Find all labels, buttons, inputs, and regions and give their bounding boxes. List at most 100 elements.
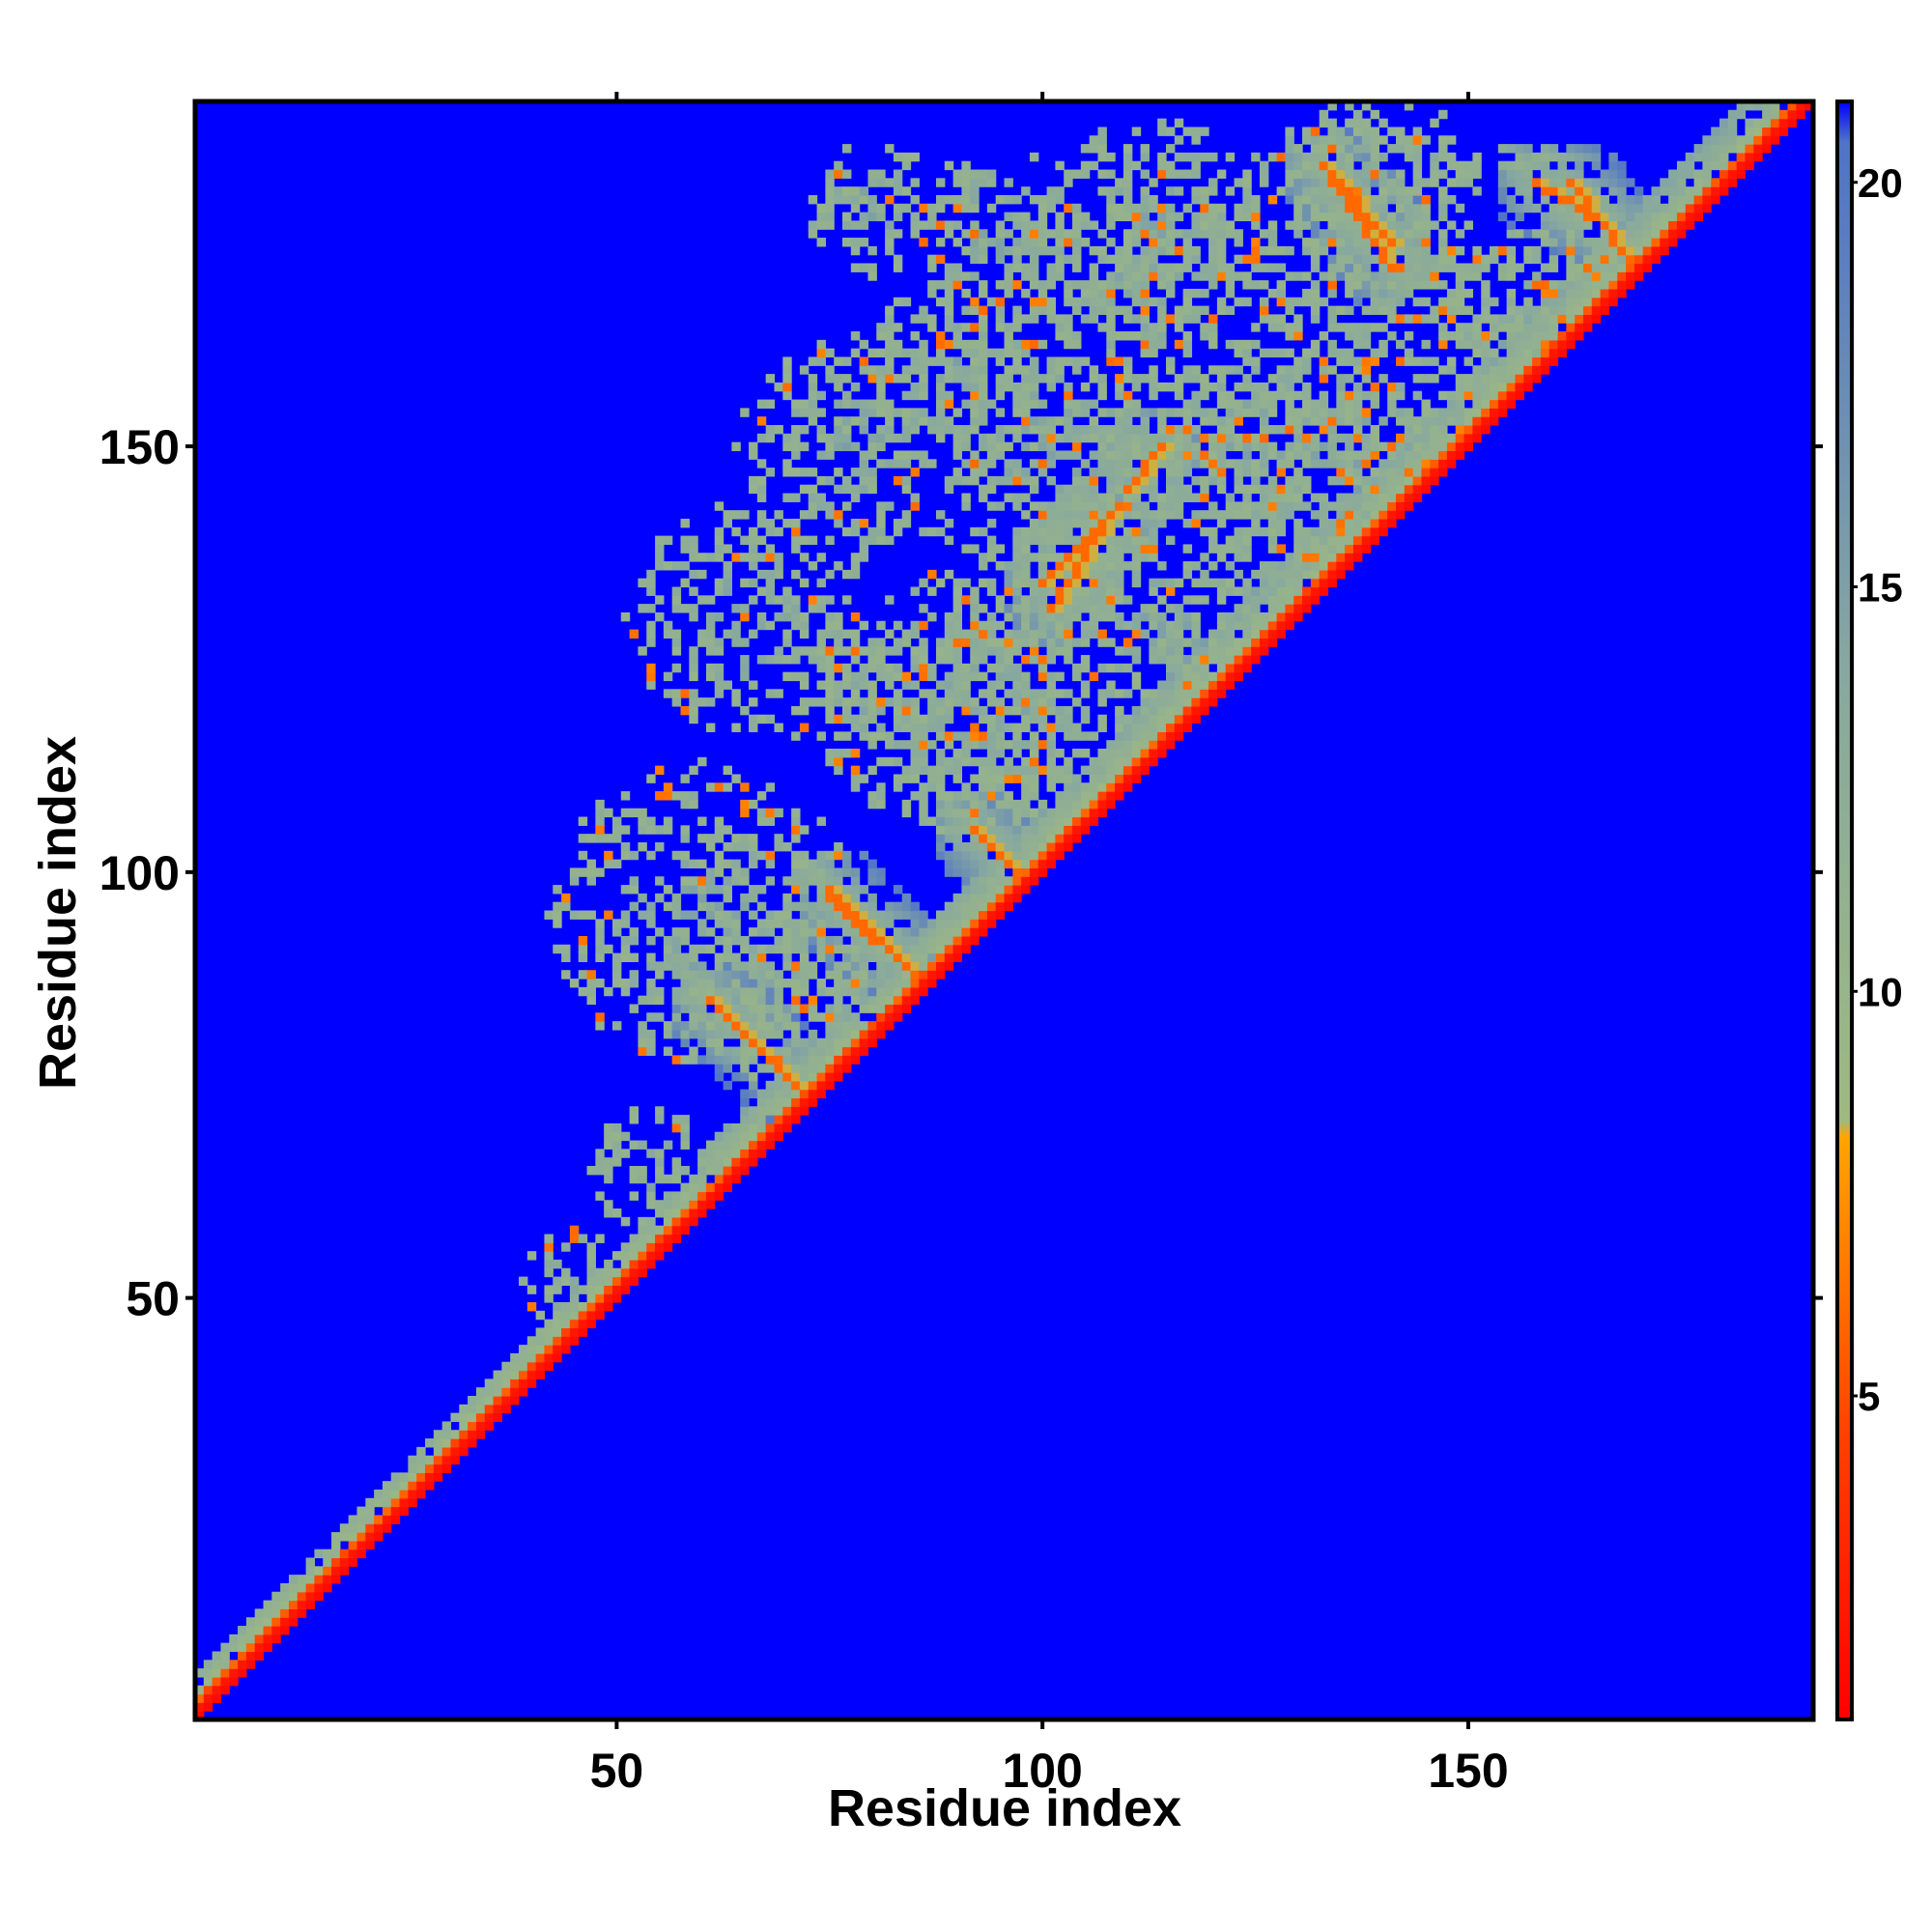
heatmap-cell xyxy=(1191,169,1201,179)
heatmap-cell xyxy=(834,518,843,528)
heatmap-cell xyxy=(834,620,843,631)
heatmap-cell xyxy=(611,825,622,835)
heatmap-cell xyxy=(1327,535,1337,546)
heatmap-cell xyxy=(893,152,903,162)
heatmap-cell xyxy=(1149,535,1158,546)
heatmap-cell xyxy=(1310,160,1321,171)
heatmap-cell xyxy=(740,944,750,954)
heatmap-cell xyxy=(1106,493,1116,502)
heatmap-cell xyxy=(765,1080,776,1091)
heatmap-cell xyxy=(749,578,758,588)
heatmap-cell xyxy=(1072,578,1082,588)
heatmap-cell xyxy=(774,723,783,732)
heatmap-cell xyxy=(756,1021,767,1031)
heatmap-cell xyxy=(1021,595,1031,605)
heatmap-cell xyxy=(620,910,631,920)
heatmap-cell xyxy=(1021,526,1031,537)
heatmap-cell xyxy=(765,1029,776,1039)
heatmap-cell xyxy=(1412,484,1423,495)
heatmap-cell xyxy=(1166,689,1176,698)
heatmap-cell xyxy=(1225,586,1236,596)
heatmap-cell xyxy=(749,484,758,495)
heatmap-cell xyxy=(1037,468,1048,477)
heatmap-cell xyxy=(1004,365,1013,375)
heatmap-cell xyxy=(1115,331,1124,341)
heatmap-cell xyxy=(561,970,571,980)
heatmap-cell xyxy=(1072,169,1082,179)
heatmap-cell xyxy=(765,714,776,724)
heatmap-cell xyxy=(1352,416,1363,426)
heatmap-cell xyxy=(578,970,588,980)
heatmap-cell xyxy=(1012,638,1022,647)
heatmap-cell xyxy=(1012,535,1022,546)
heatmap-cell xyxy=(850,935,861,946)
heatmap-cell xyxy=(663,1242,673,1252)
heatmap-cell xyxy=(680,834,690,843)
heatmap-cell xyxy=(1037,561,1048,571)
heatmap-cell xyxy=(475,1430,486,1439)
heatmap-cell xyxy=(944,697,954,707)
heatmap-cell xyxy=(1481,365,1491,375)
heatmap-cell xyxy=(885,979,895,988)
heatmap-cell xyxy=(970,808,980,818)
heatmap-cell xyxy=(935,510,946,520)
heatmap-cell xyxy=(1055,374,1065,384)
heatmap-cell xyxy=(782,1115,792,1124)
heatmap-cell xyxy=(919,731,928,741)
heatmap-cell xyxy=(979,348,988,358)
heatmap-cell xyxy=(970,382,980,392)
heatmap-cell xyxy=(1446,254,1457,265)
heatmap-cell xyxy=(1310,297,1321,307)
heatmap-cell xyxy=(791,468,801,477)
heatmap-cell xyxy=(1012,834,1022,843)
heatmap-cell xyxy=(919,799,928,810)
heatmap-cell xyxy=(595,979,605,988)
heatmap-cell xyxy=(1021,245,1031,256)
heatmap-cell xyxy=(1378,203,1388,213)
heatmap-cell xyxy=(816,986,826,997)
heatmap-cell xyxy=(1122,365,1133,375)
heatmap-cell xyxy=(1182,595,1193,605)
heatmap-cell xyxy=(1446,356,1457,366)
heatmap-cell xyxy=(1361,194,1372,205)
heatmap-cell xyxy=(1370,510,1379,520)
heatmap-cell xyxy=(1234,399,1243,409)
heatmap-cell xyxy=(979,604,988,613)
heatmap-cell xyxy=(842,238,852,247)
heatmap-cell xyxy=(604,859,613,869)
heatmap-cell xyxy=(1225,271,1236,281)
heatmap-cell xyxy=(1208,544,1218,554)
heatmap-cell xyxy=(1140,604,1150,613)
heatmap-cell xyxy=(1310,561,1321,571)
heatmap-cell xyxy=(705,1037,716,1048)
heatmap-cell xyxy=(1166,144,1176,154)
heatmap-cell xyxy=(944,339,954,350)
heatmap-cell xyxy=(1438,152,1448,162)
heatmap-cell xyxy=(1251,569,1261,580)
heatmap-cell xyxy=(944,714,954,724)
heatmap-cell xyxy=(1497,263,1508,272)
heatmap-cell xyxy=(740,970,750,980)
heatmap-cell xyxy=(1251,646,1261,656)
heatmap-cell xyxy=(893,689,903,698)
heatmap-cell xyxy=(765,578,776,588)
heatmap-cell xyxy=(1208,578,1218,588)
heatmap-cell xyxy=(1055,774,1065,783)
heatmap-cell xyxy=(893,646,903,656)
heatmap-cell xyxy=(765,850,776,861)
heatmap-cell xyxy=(791,961,801,971)
heatmap-cell xyxy=(1200,152,1209,162)
heatmap-cell xyxy=(263,1617,272,1627)
heatmap-cell xyxy=(1396,493,1406,502)
heatmap-cell xyxy=(1021,416,1031,426)
heatmap-cell xyxy=(1174,433,1184,443)
heatmap-cell xyxy=(995,561,1006,571)
heatmap-cell xyxy=(1064,484,1073,495)
heatmap-cell xyxy=(1285,578,1294,588)
heatmap-cell xyxy=(544,1251,554,1261)
heatmap-cell xyxy=(468,1421,477,1431)
heatmap-cell xyxy=(1378,280,1388,290)
heatmap-cell xyxy=(646,1037,656,1048)
heatmap-cell xyxy=(1131,425,1142,435)
heatmap-cell xyxy=(970,356,980,366)
